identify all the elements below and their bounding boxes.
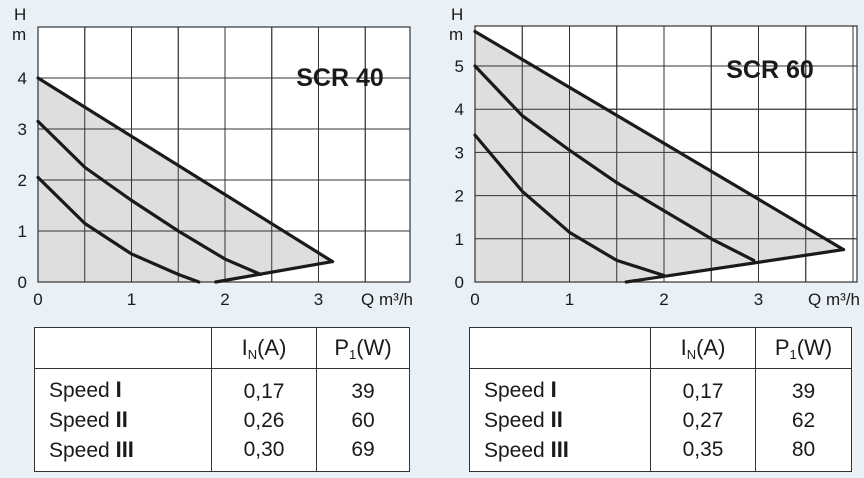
pump-curve-2 [473,29,846,252]
y-tick-label: 2 [455,187,464,206]
specs-table-scr60: IN(A) P1(W) Speed I Speed II Speed III 0… [469,327,852,472]
power-value: 60 [351,408,375,432]
plot-frame [474,25,858,283]
speed-label-row: Speed II [484,407,563,432]
y-axis-label-unit: m [12,25,26,44]
specs-table-scr40: IN(A) P1(W) Speed I Speed II Speed III 0… [34,327,410,472]
pump-curve-1 [36,119,263,276]
power-value: 69 [351,437,375,461]
pump-curve-0 [36,175,201,284]
current-value: 0,35 [682,437,724,461]
speed-labels-cell: Speed I Speed II Speed III [469,368,651,472]
pump-curve-2 [36,76,335,264]
current-value: 0,27 [682,408,724,432]
chart-scr40: 0 1 2 3 0 1 2 3 4 Hm Q m³/h SCR 40 [12,5,413,309]
speed-labels-cell: Speed I Speed II Speed III [34,368,212,472]
y-tick-label: 0 [18,273,27,292]
y-tick-label: 0 [455,273,464,292]
current-values-cell: 0,17 0,27 0,35 [650,368,756,472]
y-axis-label-unit: m [449,25,463,44]
table-header-current: IN(A) [650,327,756,369]
speed-label-row: Speed III [484,437,569,462]
y-axis-label-h: H [14,5,26,24]
power-value: 39 [791,379,816,403]
operating-area [475,31,844,282]
power-values-cell: 39 62 80 [755,368,852,472]
speed-label-row: Speed I [49,377,122,402]
speed-label-row: Speed II [49,407,128,432]
x-tick-label: 1 [565,290,574,309]
y-tick-label: 3 [455,143,464,162]
y-axis-label-h: H [451,5,463,24]
pump-curve-1 [473,64,756,262]
pump-curve-0 [473,133,666,278]
current-values-cell: 0,17 0,26 0,30 [211,368,317,472]
x-axis-label: Q m³/h [361,290,413,309]
pump-curve-3 [624,248,846,284]
y-tick-label: 1 [18,222,27,241]
x-tick-label: 3 [314,290,323,309]
chart-scr60: 0 1 2 3 0 1 2 3 4 5 Hm Q m³/h SCR 60 [449,5,860,309]
power-values-cell: 39 60 69 [316,368,410,472]
table-header-power: P1(W) [316,327,410,369]
pump-curve-3 [214,260,335,284]
current-value: 0,17 [682,379,724,403]
y-tick-label: 1 [455,230,464,249]
y-tick-label: 2 [18,171,27,190]
x-tick-label: 0 [33,290,42,309]
chart-title: SCR 60 [726,56,814,84]
speed-label-row: Speed III [49,437,134,462]
x-tick-label: 1 [127,290,136,309]
x-axis-label: Q m³/h [808,290,860,309]
power-value: 80 [791,437,816,461]
table-header-empty [34,327,212,369]
power-value: 62 [791,408,816,432]
current-value: 0,30 [243,437,285,461]
x-tick-label: 3 [754,290,763,309]
table-header-current: IN(A) [211,327,317,369]
chart-title: SCR 40 [296,64,384,92]
current-value: 0,26 [243,408,285,432]
x-tick-label: 0 [470,290,479,309]
table-header-empty [469,327,651,369]
y-tick-label: 5 [455,57,464,76]
y-tick-label: 4 [18,69,27,88]
x-tick-label: 2 [220,290,229,309]
x-tick-label: 2 [659,290,668,309]
speed-label-row: Speed I [484,377,557,402]
table-header-power: P1(W) [755,327,852,369]
y-tick-label: 4 [455,100,464,119]
y-tick-label: 3 [18,120,27,139]
current-value: 0,17 [243,379,285,403]
power-value: 39 [351,379,375,403]
